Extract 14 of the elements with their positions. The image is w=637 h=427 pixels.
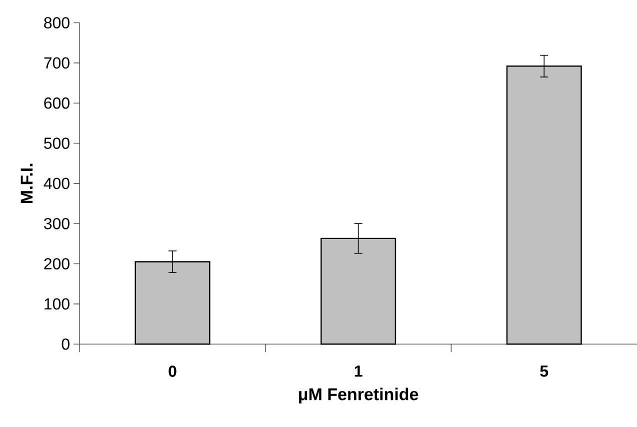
x-tick-label: 5 (540, 366, 548, 377)
x-axis-title: μM Fenretinide (299, 388, 418, 404)
y-tick-label: 800 (44, 17, 70, 29)
y-axis-title: M.F.I. (20, 164, 33, 204)
y-tick-label: 100 (44, 298, 70, 310)
y-tick-label: 500 (44, 138, 70, 150)
x-tick-label: 1 (354, 366, 362, 377)
y-tick-label: 600 (44, 98, 70, 109)
y-tick-label: 300 (44, 218, 70, 230)
y-tick-label: 200 (44, 258, 70, 270)
x-tick-label: 0 (168, 366, 176, 378)
y-tick-label: 400 (44, 178, 70, 190)
y-tick-label: 700 (44, 57, 70, 69)
y-tick-label: 0 (62, 338, 70, 350)
